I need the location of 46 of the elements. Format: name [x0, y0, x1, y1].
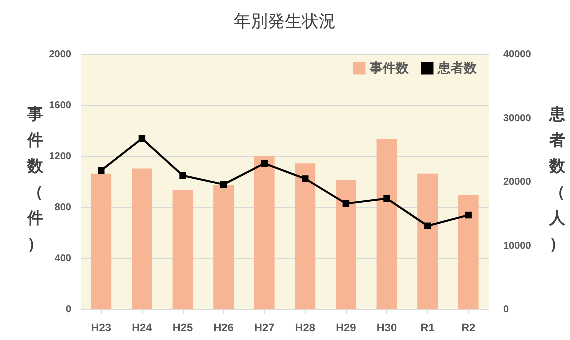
legend-label: 事件数 — [369, 60, 410, 76]
y-tick-label: 400 — [54, 254, 72, 264]
y2-tick-label: 0 — [504, 304, 510, 316]
point — [342, 200, 350, 208]
point — [384, 195, 390, 202]
x-tick-label: H23 — [91, 322, 112, 334]
bar — [376, 139, 398, 309]
y2-axis-title: 患者数（人） — [548, 106, 566, 254]
point — [138, 135, 146, 142]
bar — [214, 185, 234, 309]
y2-tick-label: 30000 — [504, 113, 532, 124]
x-tick-label: R1 — [420, 322, 435, 334]
x-tick-label: H29 — [336, 322, 356, 334]
y-tick-label: 1200 — [49, 152, 72, 162]
x-tick-label: R2 — [462, 322, 476, 334]
y2-tick-label: 20000 — [504, 177, 532, 188]
bar — [336, 180, 356, 309]
x-tick-label: H28 — [295, 322, 316, 334]
y2-tick-label: 40000 — [504, 50, 532, 60]
point — [98, 167, 105, 174]
x-tick-label: H26 — [214, 322, 234, 334]
x-tick-label: H27 — [254, 322, 275, 334]
y-axis-title: 事件数（件） — [26, 106, 44, 254]
y-tick-label: 2000 — [49, 50, 72, 60]
x-tick-label: H24 — [132, 322, 154, 334]
bar — [132, 168, 152, 309]
y-tick-label: 0 — [66, 304, 72, 316]
point — [220, 181, 228, 188]
bar — [91, 174, 112, 309]
chart-title: 年別発生状況 — [234, 12, 336, 31]
point — [180, 172, 186, 180]
bar — [172, 190, 194, 309]
bar — [458, 196, 479, 309]
bar — [295, 164, 316, 309]
y2-tick-label: 10000 — [504, 240, 532, 252]
legend-label: 患者数 — [437, 60, 478, 76]
x-tick-label: H30 — [376, 322, 398, 334]
point — [261, 160, 268, 168]
bar — [418, 174, 438, 309]
point — [302, 176, 309, 182]
point — [424, 222, 432, 230]
bar — [254, 156, 275, 309]
y-tick-label: 1600 — [49, 100, 72, 112]
y-tick-label: 800 — [54, 202, 72, 214]
x-tick-label: H25 — [172, 322, 194, 334]
point — [465, 212, 472, 219]
